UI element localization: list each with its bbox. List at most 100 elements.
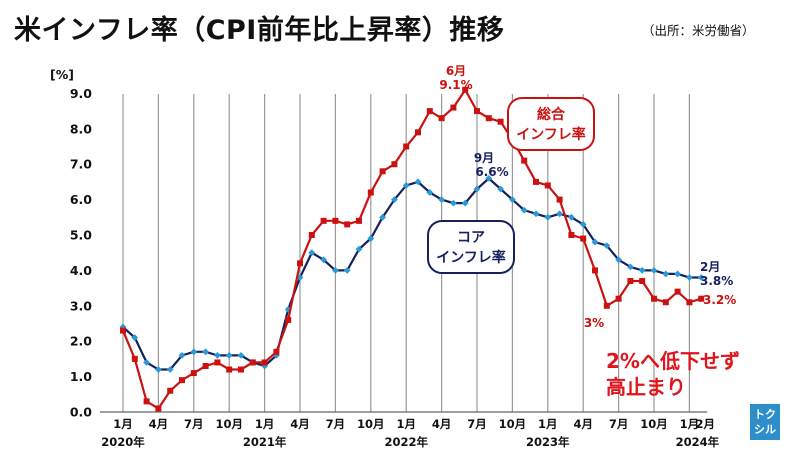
- headline-legend-box: 総合 インフレ率: [507, 97, 595, 151]
- x-tick-label: 2月: [695, 417, 715, 431]
- headline-point: [379, 168, 386, 175]
- y-tick-label: 1.0: [70, 369, 92, 384]
- core-point: [391, 196, 398, 203]
- core-point: [697, 274, 705, 281]
- x-tick-label: 10月: [499, 417, 527, 431]
- core-series: [119, 174, 705, 373]
- x-tick-label: 7月: [467, 417, 487, 431]
- core-point: [414, 178, 422, 186]
- headline-point: [297, 260, 303, 267]
- core-point: [591, 238, 599, 246]
- headline-point: [474, 108, 480, 115]
- core-point: [320, 256, 327, 264]
- core-point: [638, 267, 646, 274]
- x-tick-label: 1月: [680, 417, 700, 431]
- headline-point: [202, 362, 209, 369]
- x-tick-label: 1月: [113, 417, 133, 431]
- latest-core-label: 3.8%: [700, 274, 733, 288]
- headline-point: [391, 161, 398, 168]
- headline-point: [450, 104, 457, 111]
- headline-point: [698, 295, 705, 302]
- core-point: [485, 174, 493, 182]
- x-tick-label: 1月: [538, 417, 558, 431]
- source-note: （出所：米労働省）: [642, 23, 755, 38]
- headline-point: [544, 182, 551, 189]
- headline-point: [627, 278, 634, 285]
- core-point: [438, 196, 445, 203]
- core-point: [190, 348, 198, 356]
- y-tick-label: 9.0: [70, 86, 92, 101]
- core-point: [473, 185, 481, 193]
- headline-point: [285, 316, 292, 323]
- headline-point: [320, 217, 327, 224]
- core-point: [603, 242, 611, 250]
- core-legend-line1: コア: [457, 230, 485, 246]
- headline-point: [308, 232, 315, 238]
- x-tick-label: 4月: [573, 417, 593, 431]
- x-tick-label: 10月: [640, 417, 668, 431]
- core-point: [166, 366, 174, 373]
- headline-point: [674, 288, 681, 295]
- headline-point: [249, 359, 256, 366]
- core-point: [131, 334, 139, 342]
- headline-point: [120, 327, 126, 334]
- y-tick-label: 3.0: [70, 298, 92, 313]
- core-point: [308, 249, 316, 257]
- headline-point: [356, 217, 362, 224]
- headline-point: [497, 118, 504, 125]
- conclusion-note: 2%へ低下せず 高止まり: [606, 348, 740, 400]
- core-point: [214, 351, 221, 359]
- year-label: 2021年: [243, 435, 287, 449]
- headline-point: [426, 108, 433, 115]
- x-tick-label: 4月: [432, 417, 452, 431]
- core-point: [520, 206, 528, 214]
- core-line: [122, 176, 702, 371]
- year-label: 2022年: [384, 435, 428, 449]
- x-tick-label: 7月: [184, 417, 204, 431]
- core-point: [509, 196, 516, 203]
- y-tick-label: 7.0: [70, 157, 92, 172]
- core-point: [662, 270, 670, 278]
- core-point: [450, 199, 457, 207]
- x-tick-label: 1月: [396, 417, 416, 431]
- logo-line-1: トク: [754, 408, 776, 421]
- headline-point: [639, 278, 646, 285]
- x-tick-label: 10月: [215, 417, 243, 431]
- headline-point: [367, 189, 374, 196]
- headline-point: [155, 405, 162, 412]
- latest-month-label: 2月: [700, 260, 720, 274]
- headline-point: [615, 295, 622, 302]
- y-tick-label: 8.0: [70, 121, 92, 136]
- core-point: [379, 213, 386, 221]
- headline-series: [120, 86, 705, 412]
- core-legend-line2: インフレ率: [436, 249, 506, 266]
- headline-point: [190, 370, 197, 377]
- headline-point: [592, 267, 598, 274]
- headline-point: [403, 143, 410, 150]
- core-point: [497, 185, 504, 193]
- x-tick-label: 4月: [149, 417, 169, 431]
- x-tick-label: 7月: [326, 417, 346, 431]
- headline-point: [261, 359, 268, 366]
- core-peak-value-label: 6.6%: [475, 165, 508, 179]
- core-point: [355, 245, 363, 253]
- y-tick-label: 6.0: [70, 192, 92, 207]
- y-tick-label: 0.0: [70, 405, 92, 420]
- headline-point: [603, 302, 610, 309]
- headline-point: [651, 295, 657, 302]
- core-point: [178, 351, 186, 359]
- note-line-1: 2%へ低下せず: [606, 349, 740, 373]
- headline-point: [556, 196, 563, 203]
- headline-point: [686, 299, 693, 306]
- core-point: [426, 189, 434, 196]
- x-tick-label: 10月: [357, 417, 385, 431]
- core-point: [202, 348, 209, 356]
- page-title: 米インフレ率（CPI前年比上昇率）推移: [14, 15, 505, 46]
- core-legend-box: コア インフレ率: [427, 220, 515, 274]
- logo-line-2: シル: [754, 423, 776, 436]
- y-axis-unit-label: [%]: [50, 67, 74, 82]
- year-label: 2023年: [526, 435, 570, 449]
- peak-month-label: 6月: [446, 64, 466, 78]
- core-point: [674, 270, 681, 278]
